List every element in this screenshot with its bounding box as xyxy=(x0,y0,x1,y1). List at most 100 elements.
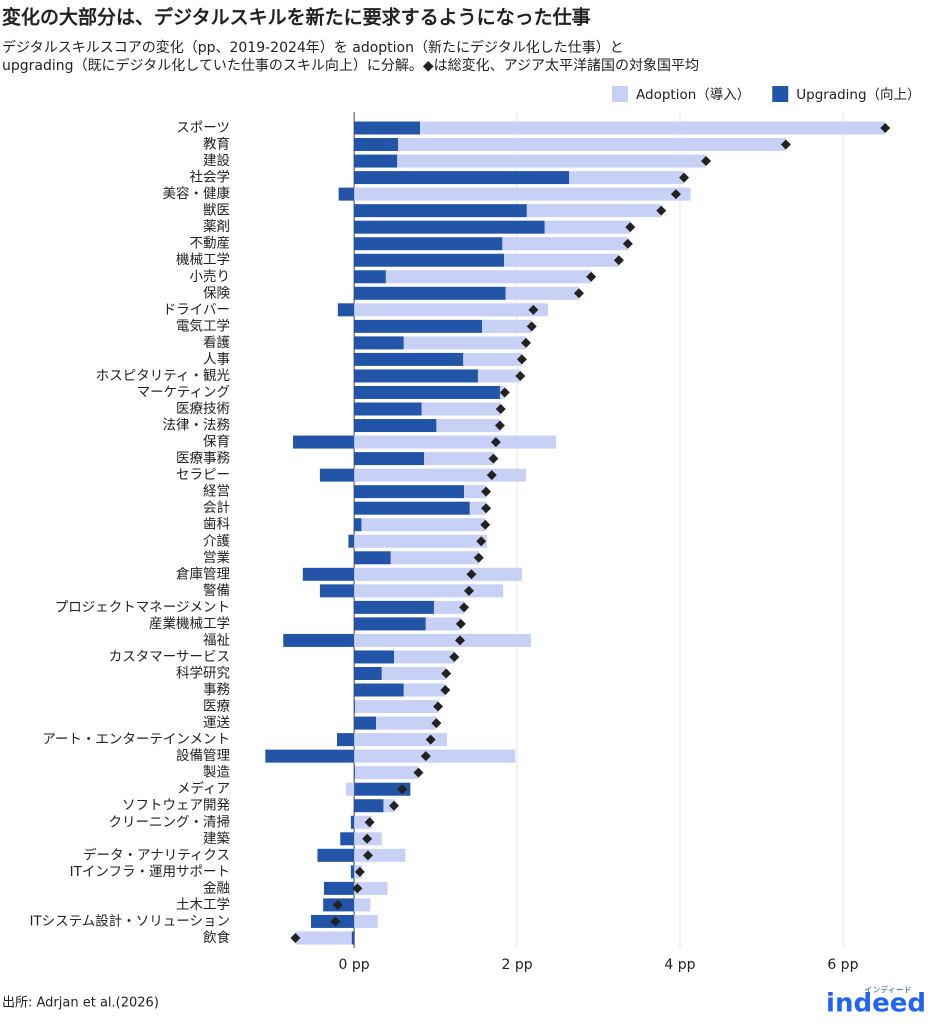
bar xyxy=(569,171,685,185)
total-marker xyxy=(495,404,506,415)
total-marker xyxy=(476,536,487,547)
bar xyxy=(394,650,455,664)
bar xyxy=(354,352,464,366)
bar xyxy=(354,187,691,201)
logo-sub: インディード xyxy=(864,985,911,995)
bar xyxy=(469,501,487,515)
bar xyxy=(354,782,411,796)
bar xyxy=(354,716,377,730)
y-tick-label: ホスピタリティ・観光 xyxy=(96,367,230,384)
total-marker xyxy=(670,189,681,200)
source: 出所: Adrjan et al.(2026) xyxy=(2,996,159,1011)
bar xyxy=(361,518,486,532)
total-marker xyxy=(499,387,510,398)
y-tick-label: マーケティング xyxy=(137,384,230,400)
bar xyxy=(354,270,386,284)
total-marker xyxy=(413,767,424,778)
total-marker xyxy=(332,899,343,910)
bar xyxy=(337,733,355,747)
total-marker xyxy=(459,602,470,613)
y-tick-label: スポーツ xyxy=(176,120,230,136)
bar xyxy=(354,138,399,152)
y-tick-label: ITインフラ・運用サポート xyxy=(70,864,230,880)
bar xyxy=(354,633,531,647)
bar xyxy=(337,303,355,317)
total-marker xyxy=(625,222,636,233)
bar xyxy=(420,121,886,135)
bar xyxy=(295,931,352,945)
bar xyxy=(319,584,355,598)
y-tick-label: プロジェクトマネージメント xyxy=(55,599,230,615)
bar xyxy=(354,584,504,598)
total-marker xyxy=(780,139,791,150)
bar xyxy=(421,402,501,416)
y-tick-label: 飲食 xyxy=(203,929,230,946)
y-tick-label: ITシステム設計・ソリューション xyxy=(29,913,230,929)
bar xyxy=(390,551,479,565)
total-marker xyxy=(466,569,477,580)
y-tick-label: 医療技術 xyxy=(176,400,230,417)
total-marker xyxy=(481,503,492,514)
x-tick-label: 6 pp xyxy=(827,957,858,973)
y-tick-label: 金融 xyxy=(203,880,230,896)
y-tick-label: セラピー xyxy=(176,467,230,483)
bar xyxy=(354,666,382,680)
y-tick-label: 事務 xyxy=(203,682,230,698)
bar xyxy=(354,650,395,664)
y-tick-label: 看護 xyxy=(203,335,230,351)
bar xyxy=(482,319,532,333)
bar xyxy=(354,485,465,499)
bar xyxy=(265,749,355,763)
bar xyxy=(354,402,422,416)
y-tick-label: 設備管理 xyxy=(176,748,230,764)
total-marker xyxy=(526,321,537,332)
y-tick-label: 医療 xyxy=(203,698,230,715)
bar xyxy=(338,187,355,201)
total-marker xyxy=(364,817,375,828)
bar xyxy=(502,237,628,251)
y-tick-label: 機械工学 xyxy=(176,252,230,268)
y-tick-label: 製造 xyxy=(203,765,230,781)
bar xyxy=(354,551,391,565)
bar xyxy=(345,782,355,796)
y-tick-label: ソフトウェア開発 xyxy=(122,798,230,814)
total-marker xyxy=(521,337,532,348)
y-tick-label: 科学研究 xyxy=(176,665,230,681)
total-marker xyxy=(880,123,891,133)
bar xyxy=(403,683,446,697)
legend-swatch xyxy=(612,86,628,102)
x-tick-label: 2 pp xyxy=(501,957,532,973)
legend-label: Upgrading（向上） xyxy=(796,87,920,103)
x-tick-label: 0 pp xyxy=(339,957,370,973)
bar xyxy=(436,419,500,433)
bar xyxy=(354,683,404,697)
bar xyxy=(354,435,557,449)
bar xyxy=(354,700,439,714)
bar xyxy=(385,270,592,284)
bar xyxy=(283,633,355,647)
total-marker xyxy=(586,271,597,282)
total-marker xyxy=(330,916,341,927)
total-marker xyxy=(455,635,466,646)
bar xyxy=(354,452,425,466)
total-marker xyxy=(701,156,712,167)
y-tick-label: 歯科 xyxy=(203,517,230,533)
bar xyxy=(354,815,373,829)
bar xyxy=(354,799,384,813)
y-tick-label: 医療事務 xyxy=(176,450,230,467)
total-marker xyxy=(622,238,633,249)
bar xyxy=(354,303,549,317)
bar xyxy=(354,419,437,433)
total-marker xyxy=(440,685,451,696)
total-marker xyxy=(494,420,505,431)
y-tick-label: 電気工学 xyxy=(176,318,230,334)
bar xyxy=(354,848,406,862)
bar xyxy=(354,501,470,515)
total-marker xyxy=(613,255,624,266)
bar xyxy=(354,369,478,383)
bar xyxy=(354,154,398,168)
x-tick-label: 4 pp xyxy=(664,957,695,973)
bar xyxy=(354,468,527,482)
bar xyxy=(504,253,619,267)
bar xyxy=(354,766,419,780)
